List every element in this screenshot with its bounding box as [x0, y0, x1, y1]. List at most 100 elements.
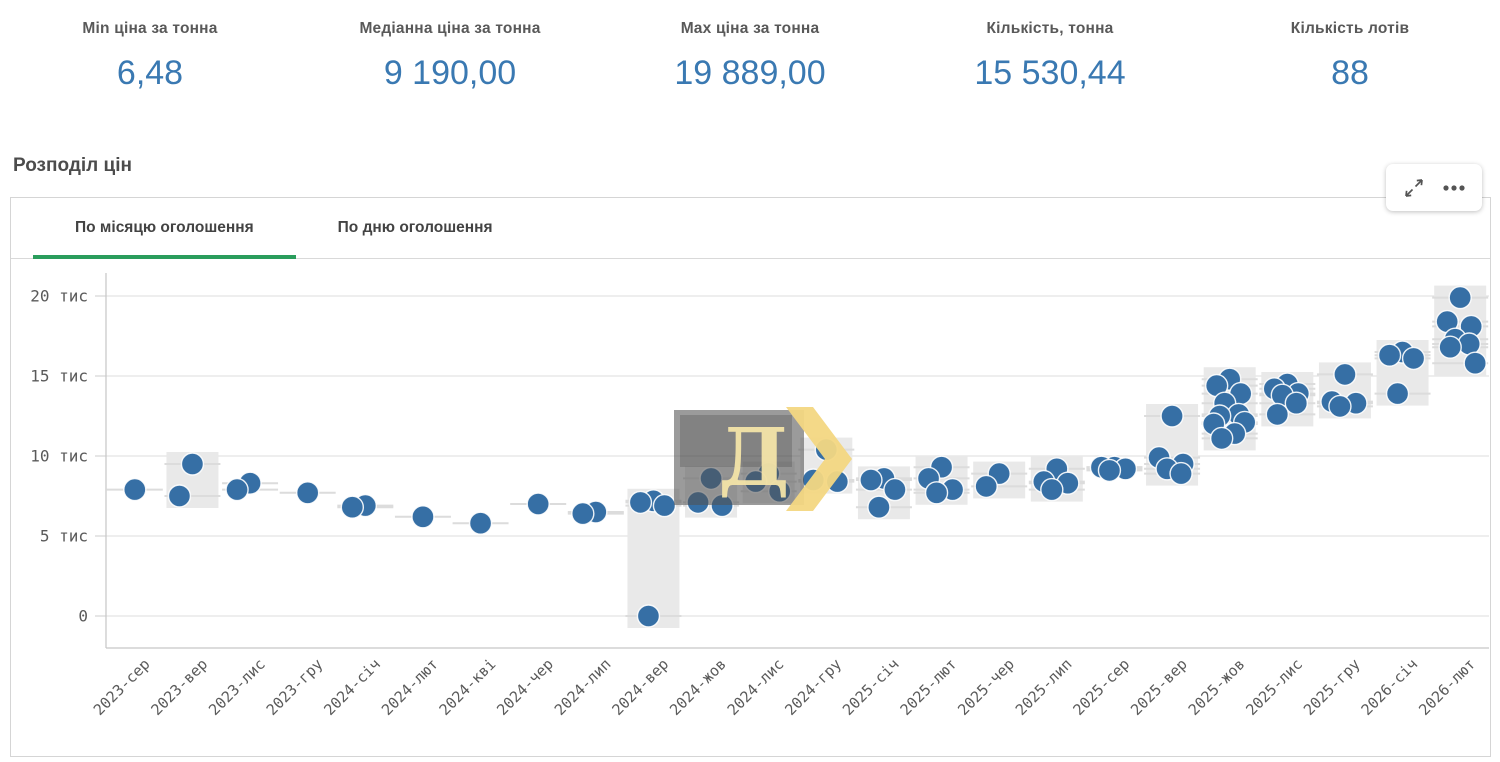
data-point[interactable] — [825, 469, 850, 494]
tab-label: По місяцю оголошення — [75, 219, 254, 236]
data-point[interactable] — [883, 477, 907, 502]
svg-text:2024-січ: 2024-січ — [320, 655, 384, 719]
data-point[interactable] — [699, 466, 723, 491]
data-point[interactable] — [1385, 381, 1410, 406]
data-point[interactable] — [710, 493, 734, 518]
data-point[interactable] — [1448, 285, 1472, 310]
kpi-row: Min ціна за тонна 6,48 Медіанна ціна за … — [0, 20, 1500, 93]
kpi-label: Max ціна за тонна — [680, 20, 820, 37]
expand-button[interactable] — [1401, 175, 1427, 201]
data-point[interactable] — [1328, 394, 1352, 419]
price-distribution-card: По місяцю оголошення По дню оголошення 2… — [10, 197, 1491, 757]
data-point[interactable] — [814, 437, 839, 462]
kpi-card-lot-count: Кількість лотів 88 — [1200, 20, 1500, 93]
data-point[interactable] — [571, 501, 595, 526]
data-point[interactable] — [1169, 461, 1193, 486]
data-point[interactable] — [636, 604, 661, 628]
expand-icon — [1404, 178, 1423, 197]
svg-text:2024-вер: 2024-вер — [608, 655, 672, 719]
axes — [105, 273, 1489, 649]
svg-text:20 тис: 20 тис — [30, 287, 88, 306]
data-point[interactable] — [411, 505, 435, 529]
kpi-label: Кількість лотів — [1290, 20, 1410, 37]
data-points — [123, 285, 1487, 628]
more-options-button[interactable] — [1441, 175, 1467, 201]
data-point[interactable] — [974, 474, 998, 499]
svg-text:0: 0 — [78, 607, 88, 626]
svg-text:2025-лют: 2025-лют — [897, 655, 961, 719]
chart-tabs: По місяцю оголошення По дню оголошення — [11, 198, 1490, 259]
data-point[interactable] — [225, 477, 249, 502]
data-point[interactable] — [652, 493, 677, 518]
svg-text:5 тис: 5 тис — [40, 527, 88, 546]
data-point[interactable] — [1401, 346, 1426, 371]
kpi-card-min-price: Min ціна за тонна 6,48 — [0, 20, 300, 93]
svg-text:2024-кві: 2024-кві — [436, 655, 500, 719]
data-point[interactable] — [859, 468, 883, 492]
data-point[interactable] — [340, 495, 365, 519]
tab-by-announcement-month[interactable]: По місяцю оголошення — [33, 198, 296, 259]
tab-label: По дню оголошення — [337, 219, 493, 236]
kpi-value: 9 190,00 — [383, 54, 517, 92]
data-point[interactable] — [1438, 335, 1462, 359]
svg-text:2024-лис: 2024-лис — [724, 655, 788, 719]
svg-text:2025-жов: 2025-жов — [1185, 655, 1249, 719]
data-point[interactable] — [628, 490, 653, 515]
data-point[interactable] — [1040, 477, 1064, 502]
data-point[interactable] — [468, 511, 493, 535]
kpi-value: 6,48 — [116, 54, 184, 92]
data-point[interactable] — [1284, 391, 1309, 415]
svg-text:2024-лют: 2024-лют — [378, 655, 442, 719]
gridlines — [106, 295, 1489, 617]
data-point[interactable] — [686, 490, 710, 515]
data-point[interactable] — [801, 468, 826, 492]
page-title: Розподіл цін — [13, 155, 132, 176]
svg-text:2025-лип: 2025-лип — [1012, 655, 1076, 719]
data-point[interactable] — [123, 477, 147, 502]
data-point[interactable] — [1209, 426, 1234, 451]
x-axis-labels: 2023-сер2023-вер2023-лис2023-гру2024-січ… — [90, 655, 1479, 719]
kpi-value: 88 — [1331, 54, 1369, 92]
kpi-value: 19 889,00 — [674, 54, 826, 92]
distribution-plot-svg[interactable]: 20 тис 15 тис 10 тис 5 тис 0 2023-сер2023-вер… — [11, 259, 1490, 757]
svg-text:2025-вер: 2025-вер — [1127, 655, 1191, 719]
data-point[interactable] — [1333, 362, 1357, 387]
more-icon — [1443, 184, 1465, 191]
kpi-card-max-price: Max ціна за тонна 19 889,00 — [600, 20, 900, 93]
data-point[interactable] — [180, 452, 205, 476]
data-point[interactable] — [526, 492, 550, 516]
svg-text:2025-сер: 2025-сер — [1069, 655, 1133, 719]
svg-text:2024-чер: 2024-чер — [493, 655, 557, 719]
data-point[interactable] — [1160, 404, 1184, 428]
data-point[interactable] — [1097, 458, 1122, 483]
whisker-lines — [106, 296, 1489, 617]
svg-text:2024-лип: 2024-лип — [551, 655, 615, 719]
y-axis-ticks: 20 тис 15 тис 10 тис 5 тис 0 — [30, 287, 106, 626]
kpi-label: Кількість, тонна — [986, 20, 1114, 37]
kpi-label: Min ціна за тонна — [82, 20, 218, 37]
data-point[interactable] — [1377, 343, 1402, 367]
svg-text:2025-лис: 2025-лис — [1242, 655, 1306, 719]
tab-by-announcement-day[interactable]: По дню оголошення — [296, 198, 535, 258]
kpi-value: 15 530,44 — [974, 54, 1126, 92]
svg-text:2025-чер: 2025-чер — [954, 655, 1018, 719]
kpi-label: Медіанна ціна за тонна — [359, 20, 541, 37]
svg-text:10 тис: 10 тис — [30, 447, 88, 466]
svg-text:15 тис: 15 тис — [30, 367, 88, 386]
data-point[interactable] — [743, 469, 768, 494]
data-point[interactable] — [167, 484, 192, 508]
chart-hover-toolbar — [1386, 164, 1482, 211]
svg-text:2024-жов: 2024-жов — [666, 655, 730, 719]
kpi-card-tonnage: Кількість, тонна 15 530,44 — [900, 20, 1200, 93]
svg-text:2024-гру: 2024-гру — [781, 655, 845, 719]
data-point[interactable] — [867, 495, 891, 519]
svg-text:2025-січ: 2025-січ — [839, 655, 903, 719]
data-point[interactable] — [295, 481, 320, 505]
data-point[interactable] — [1265, 402, 1290, 427]
data-point[interactable] — [767, 479, 792, 503]
data-point[interactable] — [924, 481, 949, 505]
data-point[interactable] — [1463, 351, 1487, 375]
svg-text:2023-вер: 2023-вер — [147, 655, 211, 719]
price-distribution-chart[interactable]: 20 тис 15 тис 10 тис 5 тис 0 2023-сер 2023-вер… — [11, 259, 1490, 757]
kpi-card-median-price: Медіанна ціна за тонна 9 190,00 — [300, 20, 600, 93]
